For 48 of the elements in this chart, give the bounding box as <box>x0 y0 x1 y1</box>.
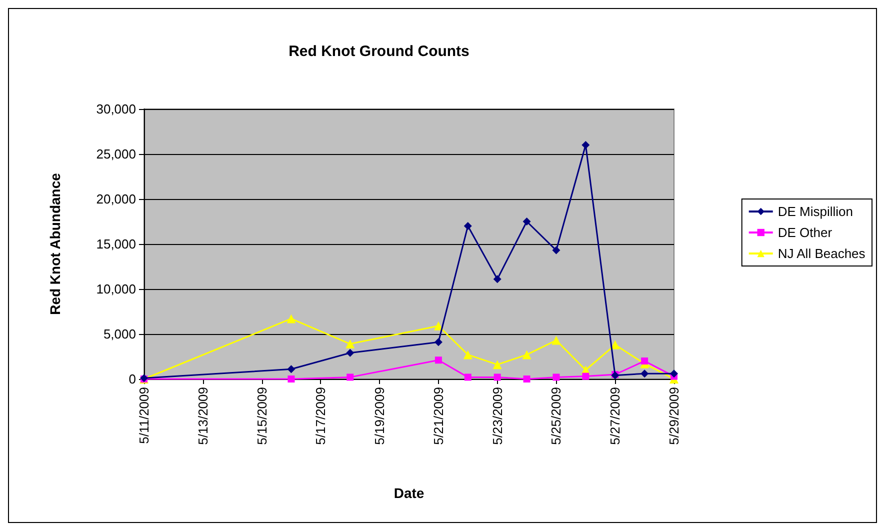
point <box>641 358 648 364</box>
point <box>434 356 442 364</box>
y-tick-label: 30,000 <box>96 102 136 116</box>
x-tick-label: 5/29/2009 <box>666 387 682 445</box>
x-axis-title: Date <box>394 485 424 501</box>
x-tick-label: 5/25/2009 <box>548 387 564 445</box>
y-tick-label: 5,000 <box>103 326 136 342</box>
x-tick-label: 5/23/2009 <box>490 387 505 445</box>
y-tick-label: 0 <box>128 372 136 386</box>
point <box>670 370 678 378</box>
y-axis-title: Red Knot Abundance <box>47 172 63 315</box>
legend-label: DE Other <box>778 225 833 240</box>
y-tick-label: 25,000 <box>96 146 136 162</box>
y-tick-label: 20,000 <box>96 192 136 206</box>
point <box>346 348 354 357</box>
x-tick-label: 5/11/2009 <box>136 387 152 444</box>
point <box>463 350 472 360</box>
y-tick-label: 15,000 <box>96 236 136 252</box>
point <box>434 338 442 346</box>
y-tick-label: 10,000 <box>96 282 136 296</box>
x-tick-label: 5/19/2009 <box>372 387 388 445</box>
point <box>523 376 530 382</box>
point <box>522 218 531 226</box>
x-tick-label: 5/17/2009 <box>313 387 328 445</box>
x-tick-label: 5/13/2009 <box>195 387 210 445</box>
chart-title: Red Knot Ground Counts <box>288 43 470 60</box>
point <box>464 222 472 230</box>
legend-label: NJ All Beaches <box>778 246 866 261</box>
x-tick-label: 5/27/2009 <box>608 387 623 445</box>
point <box>346 374 354 381</box>
x-tick-label: 5/21/2009 <box>430 387 446 445</box>
point <box>494 374 501 381</box>
point <box>640 370 649 378</box>
point <box>286 314 296 324</box>
point <box>552 374 560 381</box>
x-tick-label: 5/15/2009 <box>254 387 270 445</box>
point <box>582 141 590 149</box>
point <box>492 360 502 370</box>
point <box>287 365 296 374</box>
legend-label: DE Mispillion <box>778 204 853 219</box>
point <box>288 376 295 382</box>
point <box>493 275 502 284</box>
point <box>552 246 560 254</box>
point <box>582 372 590 380</box>
point <box>552 336 561 345</box>
point <box>522 350 532 360</box>
point <box>464 374 472 381</box>
point <box>346 339 355 348</box>
